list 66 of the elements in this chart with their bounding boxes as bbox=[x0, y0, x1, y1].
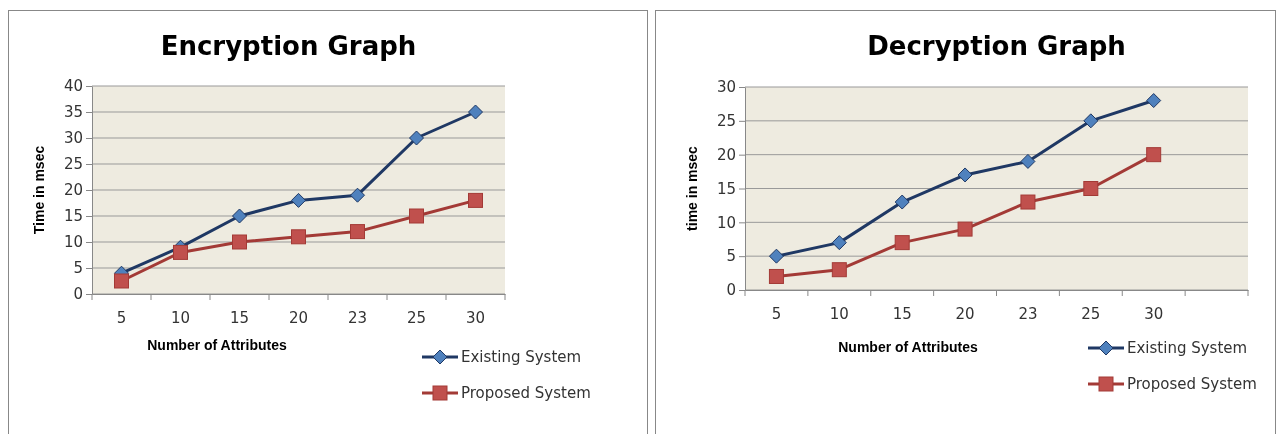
chart-title: Encryption Graph bbox=[160, 31, 417, 61]
y-tick-label: 20 bbox=[63, 181, 83, 200]
point bbox=[957, 167, 973, 183]
point bbox=[291, 229, 306, 245]
y-tick-label: 15 bbox=[63, 207, 83, 226]
x-axis-title: Number of Attributes bbox=[147, 337, 287, 353]
y-tick-label: 25 bbox=[716, 112, 736, 131]
point bbox=[1020, 194, 1036, 210]
y-tick-label: 5 bbox=[73, 259, 83, 278]
point bbox=[291, 192, 306, 208]
x-tick-label: 30 bbox=[465, 308, 486, 327]
y-tick-label: 35 bbox=[63, 103, 83, 122]
point bbox=[173, 244, 188, 260]
point bbox=[114, 273, 129, 289]
legend-label: Existing System bbox=[461, 348, 582, 366]
y-tick-label: 0 bbox=[73, 285, 83, 304]
x-tick-label: 25 bbox=[1081, 304, 1101, 323]
point bbox=[894, 235, 910, 251]
point bbox=[350, 187, 365, 203]
point bbox=[409, 208, 424, 224]
x-tick-label: 23 bbox=[347, 308, 368, 327]
x-tick-label: 15 bbox=[892, 304, 912, 323]
y-tick-label: 20 bbox=[716, 145, 736, 164]
y-tick-label: 15 bbox=[716, 179, 736, 198]
x-tick-label: 20 bbox=[955, 304, 975, 323]
point bbox=[232, 234, 247, 250]
y-tick-label: 5 bbox=[726, 247, 736, 266]
point bbox=[468, 104, 483, 120]
y-tick-label: 40 bbox=[63, 77, 83, 96]
y-tick-label: 30 bbox=[63, 129, 83, 148]
point bbox=[232, 208, 247, 224]
chart-title: Decryption Graph bbox=[867, 31, 1126, 61]
y-tick-label: 10 bbox=[63, 233, 83, 252]
point bbox=[1083, 181, 1099, 196]
x-tick-label: 5 bbox=[116, 308, 127, 327]
point bbox=[768, 268, 784, 284]
x-tick-label: 25 bbox=[406, 308, 427, 327]
y-tick-label: 25 bbox=[63, 155, 83, 174]
legend-label: Proposed System bbox=[1127, 375, 1257, 393]
point bbox=[1083, 113, 1099, 129]
x-tick-label: 20 bbox=[288, 308, 309, 327]
x-tick-label: 30 bbox=[1144, 304, 1164, 323]
point bbox=[1020, 153, 1036, 169]
legend-label: Existing System bbox=[1127, 339, 1248, 357]
y-tick-label: 0 bbox=[726, 281, 736, 300]
x-tick-label: 10 bbox=[170, 308, 191, 327]
point bbox=[1146, 93, 1162, 109]
x-axis-title: Number of Attributes bbox=[838, 339, 978, 355]
point bbox=[831, 262, 847, 278]
point bbox=[831, 235, 847, 251]
y-tick-label: 30 bbox=[716, 78, 736, 97]
point bbox=[350, 224, 365, 240]
x-tick-label: 23 bbox=[1018, 304, 1038, 323]
point bbox=[468, 192, 483, 208]
legend-label: Proposed System bbox=[461, 384, 591, 402]
x-tick-label: 5 bbox=[771, 304, 782, 323]
point bbox=[894, 194, 910, 210]
point bbox=[768, 248, 784, 264]
point bbox=[957, 221, 973, 237]
point bbox=[1146, 147, 1162, 163]
x-tick-label: 15 bbox=[229, 308, 250, 327]
x-tick-label: 10 bbox=[829, 304, 849, 323]
y-axis-title: Time in msec bbox=[31, 145, 47, 235]
y-axis-title: time in msec bbox=[684, 145, 700, 231]
y-tick-label: 10 bbox=[716, 213, 736, 232]
point bbox=[409, 130, 424, 146]
